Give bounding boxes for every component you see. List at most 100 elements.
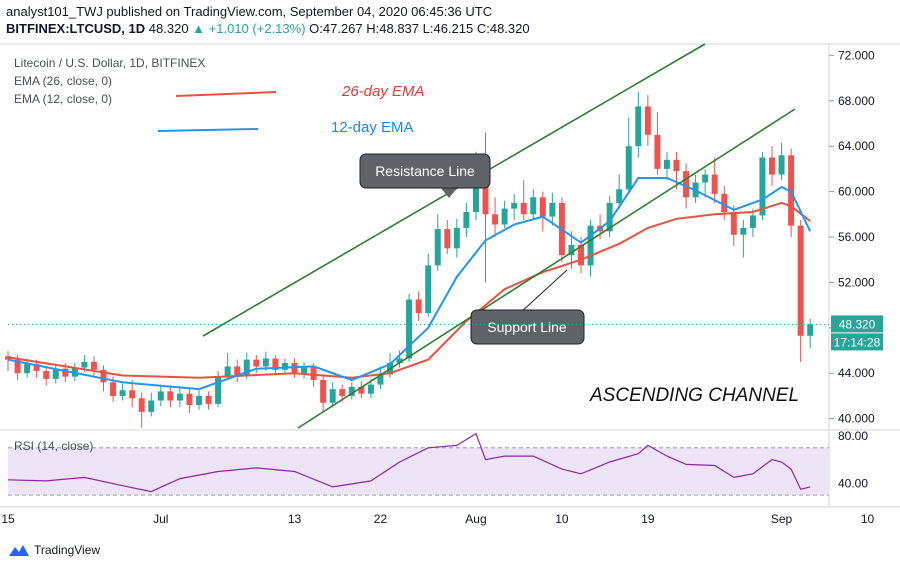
rsi-tick-label: 40.00 [838,476,868,490]
symbol-label: BITFINEX:LTCUSD, 1D [6,21,146,36]
ema12-legend: EMA (12, close, 0) [14,92,113,106]
ohlc-values: O:47.267 H:48.837 L:46.215 C:48.320 [309,21,530,36]
time-tick-label: Jul [153,512,168,526]
candle-body [138,398,145,412]
price-change: +1.010 (+2.13%) [208,21,306,36]
candle-body [377,374,384,385]
rsi-tick-label: 80.00 [838,429,868,443]
candle-body [501,208,508,225]
candle-body [24,364,31,374]
time-tick-label: 10 [861,512,875,526]
price-tick-label: 64.000 [838,139,875,153]
resistance-label: Resistance Line [375,163,475,179]
candle-body [673,159,680,172]
support-callout: Support Line [470,309,585,345]
channel-lower-line [297,108,796,429]
candle-body [568,244,575,256]
candle-body [186,393,193,406]
candle-body [281,363,288,370]
candle-body [702,174,709,183]
price-tick-label: 56.000 [838,230,875,244]
candle-body [654,134,661,169]
candle-body [52,368,59,379]
price-tick-label: 44.000 [838,366,875,380]
candle-body [43,370,50,379]
candle-body [367,384,374,394]
rsi-axis: 40.00 80.00 [838,429,868,490]
ema26-swatch [175,91,277,97]
candle-body [663,159,670,169]
candle-body [616,189,623,203]
time-tick-label: 22 [374,512,388,526]
price-tick-label: 40.000 [838,412,875,426]
candle-body [415,299,422,314]
candle-body [749,215,756,228]
price-tick-label: 60.000 [838,185,875,199]
ema12-annotation: 12-day EMA [331,119,414,136]
candle-body [453,227,460,249]
candle-body [434,229,441,266]
support-label: Support Line [487,319,567,335]
rsi-band [8,447,829,496]
ema26-line [7,201,811,379]
candle-body [205,395,212,404]
time-tick-label: 19 [641,512,655,526]
candle-body [721,193,728,213]
ema26-legend: EMA (26, close, 0) [14,74,113,88]
price-axis[interactable]: 40.00044.00048.00052.00056.00060.00064.0… [829,48,875,426]
candle-body [539,197,546,217]
candle-body [272,358,279,370]
time-tick-label: Sep [771,512,793,526]
symbol-ohlc-line: BITFINEX:LTCUSD, 1D 48.320 ▲ +1.010 (+2.… [6,21,530,36]
tradingview-logo[interactable]: TradingView [8,543,100,557]
candle-body [406,299,413,359]
candle-body [234,366,241,376]
time-tick-label: 15 [1,512,15,526]
candle-body [482,168,489,215]
candle-body [511,202,518,209]
candle-body [797,225,804,336]
change-up-icon: ▲ [192,21,206,36]
candle-body [329,389,336,403]
candle-body [148,400,155,412]
candle-body [157,391,164,401]
candle-body [425,265,432,314]
tradingview-logo-icon [9,545,29,556]
rsi-legend: RSI (14, close) [14,439,93,453]
price-tick-label: 68.000 [838,94,875,108]
candle-body [444,229,451,249]
candle-body [320,380,327,403]
candle-body [606,202,613,232]
candle-body [463,212,470,228]
channel-annotation: ASCENDING CHANNEL [589,385,799,406]
candle-body [520,202,527,215]
candle-body [90,361,97,370]
candle-body [492,214,499,225]
candle-body [14,359,21,374]
candle-body [807,324,814,336]
candle-body [730,212,737,235]
candle-body [339,389,346,396]
last-price: 48.320 [148,21,189,36]
ema12-line [7,177,812,391]
candle-body [759,157,766,216]
resistance-callout: Resistance Line [359,153,491,198]
ema26-annotation: 26-day EMA [341,83,425,100]
candle-body [262,358,269,367]
support-pointer [519,269,568,314]
candle-body [224,366,231,377]
candle-body [769,157,775,175]
candle-body [396,358,403,364]
candle-body [243,359,250,376]
time-axis[interactable]: 15 Jul 13 22 Aug 10 19 Sep 10 [1,512,874,526]
candle-body [587,225,594,266]
candle-body [129,390,136,399]
candle-body [100,369,107,383]
candle-body [635,106,642,147]
candle-body [348,386,355,396]
publish-info: analyst101_TWJ published on TradingView.… [6,4,493,19]
time-tick-label: 13 [288,512,302,526]
candle-body [110,382,117,396]
candle-body [167,391,174,401]
